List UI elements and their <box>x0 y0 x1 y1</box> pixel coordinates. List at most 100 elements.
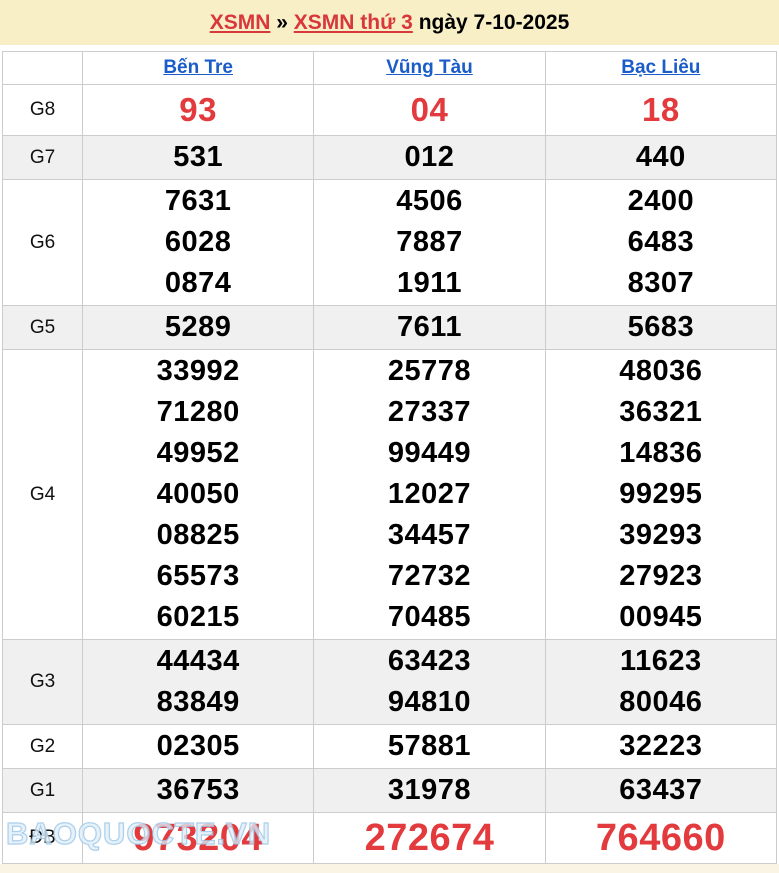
prize-number: 63423 <box>387 645 472 677</box>
prize-number: 08825 <box>156 519 240 551</box>
prize-numbers-cell: 2400 6483 8307 <box>544 179 778 306</box>
prize-number: 36321 <box>619 396 703 428</box>
prize-number: 25778 <box>387 355 472 387</box>
prize-number: 14836 <box>619 437 703 469</box>
prize-number: 80046 <box>619 686 703 718</box>
prize-number: 33992 <box>156 355 240 387</box>
page-header: XSMN » XSMN thứ 3 ngày 7-10-2025 <box>0 0 779 45</box>
prize-numbers-cell: 272674 <box>313 812 546 864</box>
prize-number: 7611 <box>397 311 462 343</box>
prize-row-đb: ĐB 973204 272674 764660 <box>2 812 778 864</box>
draw-date: ngày 7-10-2025 <box>418 10 570 34</box>
column-header-bac-lieu: Bạc Liêu <box>544 51 778 85</box>
prize-number: 12027 <box>387 478 472 510</box>
prize-number: 48036 <box>619 355 703 387</box>
prize-numbers-cell: 25778 27337 99449 12027 34457 72732 70485 <box>313 349 546 640</box>
results-table-container: Bến Tre Vũng Tàu Bạc Liêu G8 93 04 18 G7 531 0… <box>0 45 779 864</box>
prize-number: 6483 <box>627 226 695 258</box>
prize-number: 764660 <box>595 817 726 859</box>
prize-numbers-cell: 18 <box>544 84 778 136</box>
prize-number: 973204 <box>133 817 264 859</box>
xsmn-region-link[interactable]: XSMN <box>209 10 271 34</box>
prize-numbers-cell: 440 <box>544 135 778 180</box>
prize-number: 27337 <box>387 396 472 428</box>
prize-number: 1911 <box>397 267 462 299</box>
prize-label: ĐB <box>2 812 83 864</box>
prize-number: 18 <box>641 91 680 128</box>
prize-number: 44434 <box>156 645 240 677</box>
prize-row-g2: G2 02305 57881 32223 <box>2 724 778 769</box>
page-title: XSMN » XSMN thứ 3 ngày 7-10-2025 <box>210 11 570 35</box>
prize-number: 34457 <box>387 519 472 551</box>
prize-number: 440 <box>635 141 686 173</box>
prize-row-g7: G7 531 012 440 <box>2 135 778 180</box>
prize-number: 11623 <box>620 645 702 677</box>
results-table-body: G8 93 04 18 G7 531 012 440 G6 7631 6028 0874 4506 788… <box>2 84 778 864</box>
prize-number: 36753 <box>156 774 240 806</box>
prize-number: 04 <box>410 91 449 128</box>
prize-number: 63437 <box>619 774 703 806</box>
breadcrumb-separator: » <box>276 10 288 34</box>
xsmn-draw-link[interactable]: XSMN thứ 3 <box>293 10 413 34</box>
prize-label: G2 <box>2 724 83 769</box>
prize-numbers-cell: 44434 83849 <box>81 639 315 725</box>
prize-number: 39293 <box>619 519 703 551</box>
prize-numbers-cell: 31978 <box>313 768 546 813</box>
table-header-row: Bến Tre Vũng Tàu Bạc Liêu <box>2 51 778 85</box>
prize-numbers-cell: 531 <box>81 135 315 180</box>
prize-row-g4: G4 33992 71280 49952 40050 08825 65573 60215 257… <box>2 349 778 640</box>
prize-numbers-cell: 4506 7887 1911 <box>313 179 546 306</box>
prize-number: 2400 <box>627 185 695 217</box>
prize-label: G8 <box>2 84 83 136</box>
prize-number: 70485 <box>387 601 472 633</box>
prize-number: 00945 <box>619 601 703 633</box>
prize-number: 93 <box>179 91 218 128</box>
prize-number: 6028 <box>164 226 232 258</box>
corner-cell <box>2 51 83 85</box>
prize-numbers-cell: 764660 <box>544 812 778 864</box>
prize-numbers-cell: 33992 71280 49952 40050 08825 65573 60215 <box>81 349 315 640</box>
prize-row-g6: G6 7631 6028 0874 4506 7887 1911 2400 6483 8307 <box>2 179 778 306</box>
prize-numbers-cell: 5289 <box>81 305 315 350</box>
prize-numbers-cell: 04 <box>313 84 546 136</box>
prize-number: 65573 <box>156 560 240 592</box>
prize-numbers-cell: 7631 6028 0874 <box>81 179 315 306</box>
prize-numbers-cell: 973204 <box>81 812 315 864</box>
prize-numbers-cell: 48036 36321 14836 99295 39293 27923 00945 <box>544 349 778 640</box>
prize-number: 99449 <box>387 437 472 469</box>
vung-tau-link[interactable]: Vũng Tàu <box>386 57 473 78</box>
prize-number: 32223 <box>619 730 703 762</box>
prize-numbers-cell: 32223 <box>544 724 778 769</box>
prize-numbers-cell: 63437 <box>544 768 778 813</box>
prize-number: 83849 <box>156 686 240 718</box>
prize-numbers-cell: 02305 <box>81 724 315 769</box>
prize-label: G6 <box>2 179 83 306</box>
prize-label: G1 <box>2 768 83 813</box>
prize-number: 60215 <box>156 601 240 633</box>
prize-number: 4506 <box>396 185 463 217</box>
prize-number: 02305 <box>156 730 240 762</box>
prize-numbers-cell: 012 <box>313 135 546 180</box>
prize-number: 012 <box>404 141 455 173</box>
ben-tre-link[interactable]: Bến Tre <box>163 57 234 78</box>
prize-number: 40050 <box>156 478 240 510</box>
prize-number: 27923 <box>619 560 703 592</box>
prize-number: 72732 <box>387 560 472 592</box>
prize-row-g3: G3 44434 83849 63423 94810 11623 80046 <box>2 639 778 725</box>
prize-number: 5683 <box>627 311 695 343</box>
prize-number: 99295 <box>619 478 703 510</box>
prize-number: 7631 <box>164 185 232 217</box>
prize-label: G3 <box>2 639 83 725</box>
prize-numbers-cell: 93 <box>81 84 315 136</box>
prize-numbers-cell: 11623 80046 <box>544 639 778 725</box>
prize-row-g8: G8 93 04 18 <box>2 84 778 136</box>
prize-number: 49952 <box>156 437 240 469</box>
bottom-strip <box>0 864 779 873</box>
prize-label: G5 <box>2 305 83 350</box>
results-table: Bến Tre Vũng Tàu Bạc Liêu G8 93 04 18 G7 531 0… <box>2 51 778 864</box>
prize-numbers-cell: 36753 <box>81 768 315 813</box>
prize-number: 71280 <box>156 396 240 428</box>
prize-label: G7 <box>2 135 83 180</box>
column-header-vung-tau: Vũng Tàu <box>313 51 546 85</box>
bac-lieu-link[interactable]: Bạc Liêu <box>621 57 701 78</box>
